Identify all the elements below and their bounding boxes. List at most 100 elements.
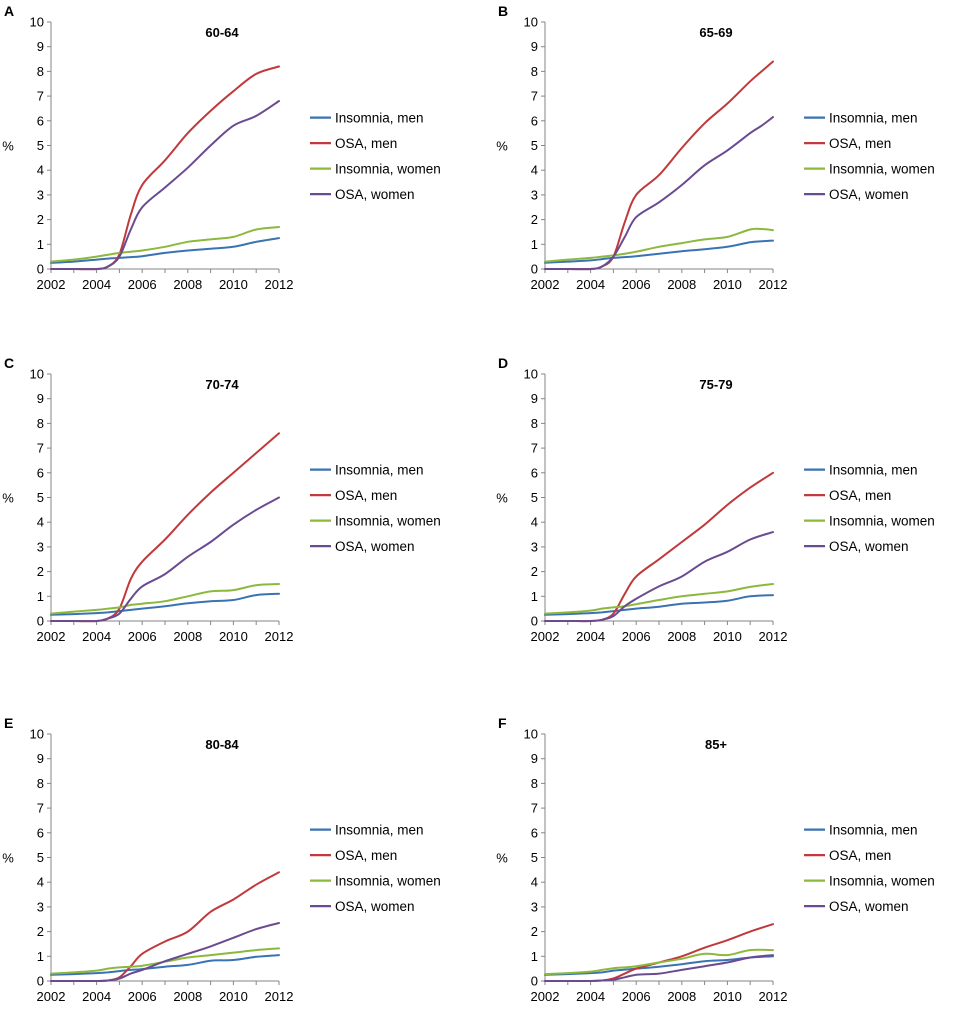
series-line-3 <box>544 583 774 615</box>
legend-label: OSA, women <box>335 539 415 554</box>
x-tick-label: 2004 <box>576 629 605 644</box>
legend-label: Insomnia, women <box>335 514 441 529</box>
y-tick-label: 9 <box>37 751 44 766</box>
panel-letter: F <box>498 715 507 731</box>
y-axis-label: % <box>496 850 508 865</box>
y-tick-label: 6 <box>37 113 44 128</box>
y-tick-label: 2 <box>37 564 44 579</box>
y-tick-label: 10 <box>30 15 44 30</box>
y-tick-label: 10 <box>524 727 538 742</box>
y-tick-label: 5 <box>37 850 44 865</box>
y-tick-label: 8 <box>37 416 44 431</box>
y-tick-label: 4 <box>531 163 538 178</box>
y-tick-label: 8 <box>37 776 44 791</box>
y-tick-label: 1 <box>37 237 44 252</box>
y-tick-label: 1 <box>531 949 538 964</box>
y-tick-label: 2 <box>531 564 538 579</box>
y-tick-label: 3 <box>531 539 538 554</box>
chart-panel-f: 0 1 2 3 4 5 6 7 8 9 10 2002 2004 2006 2008 2010 2012 F 85+… <box>496 715 935 1004</box>
y-tick-label: 3 <box>37 899 44 914</box>
chart-panel-c: 0 1 2 3 4 5 6 7 8 9 10 2002 2004 2006 2008 2010 2012 C 70-… <box>2 355 441 644</box>
panel-letter: E <box>4 715 13 731</box>
y-tick-label: 10 <box>524 367 538 382</box>
legend-label: Insomnia, women <box>829 874 935 889</box>
y-tick-label: 7 <box>37 89 44 104</box>
x-tick-label: 2008 <box>173 989 202 1004</box>
series-line-3 <box>50 947 280 975</box>
y-tick-label: 1 <box>37 949 44 964</box>
y-tick-label: 1 <box>531 589 538 604</box>
series-line-1 <box>50 237 280 264</box>
x-tick-label: 2004 <box>82 277 111 292</box>
y-tick-label: 9 <box>531 391 538 406</box>
legend-label: Insomnia, men <box>829 111 918 126</box>
y-axis-label: % <box>2 138 14 153</box>
series-line-1 <box>544 239 774 264</box>
y-tick-label: 4 <box>531 875 538 890</box>
series-line-2 <box>50 432 280 623</box>
legend-label: OSA, men <box>829 488 891 503</box>
y-tick-label: 4 <box>531 515 538 530</box>
y-tick-label: 4 <box>37 163 44 178</box>
x-tick-label: 2006 <box>128 629 157 644</box>
x-tick-label: 2006 <box>622 989 651 1004</box>
x-tick-label: 2010 <box>219 989 248 1004</box>
x-tick-label: 2012 <box>265 629 294 644</box>
legend-label: Insomnia, women <box>829 162 935 177</box>
series-line-4 <box>544 954 774 983</box>
y-tick-label: 10 <box>30 727 44 742</box>
series-line-1 <box>544 594 774 616</box>
x-tick-label: 2008 <box>667 277 696 292</box>
y-tick-label: 0 <box>531 974 538 989</box>
series-line-3 <box>544 227 774 263</box>
legend-label: OSA, men <box>829 848 891 863</box>
y-tick-label: 2 <box>531 924 538 939</box>
x-tick-label: 2012 <box>265 277 294 292</box>
y-tick-label: 2 <box>531 212 538 227</box>
series-line-1 <box>50 592 280 616</box>
chart-panel-b: 0 1 2 3 4 5 6 7 8 9 10 2002 2004 2006 2008 2010 2012 B 65-… <box>496 3 935 292</box>
chart-title: 80-84 <box>205 737 239 752</box>
x-tick-label: 2006 <box>128 989 157 1004</box>
legend-label: Insomnia, men <box>335 463 424 478</box>
chart-panel-e: 0 1 2 3 4 5 6 7 8 9 10 2002 2004 2006 2008 2010 2012 E 80-… <box>2 715 441 1004</box>
x-tick-label: 2004 <box>576 989 605 1004</box>
series-line-2 <box>50 871 280 983</box>
y-tick-label: 8 <box>531 776 538 791</box>
legend-label: OSA, women <box>829 899 909 914</box>
series-line-4 <box>544 531 774 623</box>
x-tick-label: 2012 <box>759 989 788 1004</box>
y-tick-label: 4 <box>37 875 44 890</box>
series-line-2 <box>544 60 774 271</box>
series-line-3 <box>544 948 774 976</box>
legend-label: Insomnia, women <box>335 874 441 889</box>
series-line-4 <box>50 100 280 271</box>
chart-title: 70-74 <box>205 377 239 392</box>
legend-label: Insomnia, men <box>335 111 424 126</box>
y-tick-label: 7 <box>531 89 538 104</box>
y-axis-label: % <box>2 850 14 865</box>
x-tick-label: 2010 <box>713 629 742 644</box>
y-tick-label: 5 <box>37 490 44 505</box>
x-tick-label: 2002 <box>531 989 560 1004</box>
y-tick-label: 5 <box>531 490 538 505</box>
x-tick-label: 2010 <box>713 989 742 1004</box>
y-tick-label: 3 <box>531 899 538 914</box>
x-tick-label: 2004 <box>576 277 605 292</box>
x-tick-label: 2006 <box>622 277 651 292</box>
y-tick-label: 1 <box>531 237 538 252</box>
x-tick-label: 2010 <box>219 277 248 292</box>
panel-letter: B <box>498 3 508 19</box>
series-line-3 <box>50 583 280 615</box>
x-tick-label: 2002 <box>37 629 66 644</box>
y-tick-label: 0 <box>531 262 538 277</box>
series-line-4 <box>50 496 280 623</box>
x-tick-label: 2008 <box>667 989 696 1004</box>
y-tick-label: 6 <box>37 465 44 480</box>
y-tick-label: 0 <box>531 614 538 629</box>
chart-panel-a: 0 1 2 3 4 5 6 7 8 9 10 2002 2004 2006 2008 2010 2012 A 60-… <box>2 3 441 292</box>
x-tick-label: 2004 <box>82 989 111 1004</box>
y-tick-label: 6 <box>531 465 538 480</box>
x-tick-label: 2006 <box>622 629 651 644</box>
y-tick-label: 8 <box>531 64 538 79</box>
